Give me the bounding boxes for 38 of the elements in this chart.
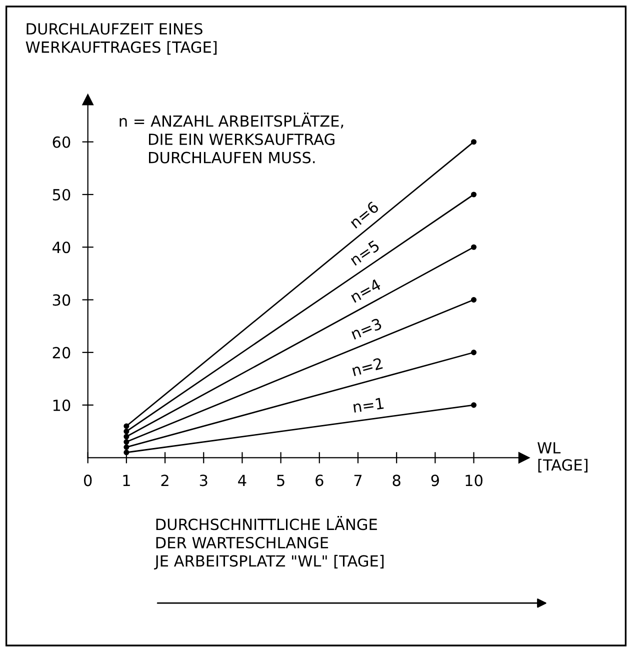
text: n=4 <box>350 278 382 303</box>
point <box>470 402 477 408</box>
point <box>124 423 130 429</box>
x-tick-label: 6 <box>316 474 324 486</box>
y-tick-label: 10 <box>53 400 70 412</box>
x-tick-label: 1 <box>123 474 130 486</box>
text: n=2 <box>352 357 383 376</box>
y-tick-label: 20 <box>52 346 70 358</box>
x-tick-label: 8 <box>392 474 400 486</box>
y-tick-label: 60 <box>52 136 70 148</box>
text: n=1 <box>353 398 384 413</box>
point <box>470 244 477 250</box>
y-tick-label: 50 <box>52 188 70 201</box>
text: n=5 <box>349 240 380 266</box>
point <box>124 444 130 450</box>
point <box>470 192 477 198</box>
annotation: n = ANZAHL ARBEITSPLÄTZE, DIE EIN WERKSAUFTRAG DURCHLAUFEN MUSS. <box>120 112 344 164</box>
x-tick-label: 10 <box>466 474 482 486</box>
y-tick-label: 30 <box>52 294 70 306</box>
point <box>124 428 130 434</box>
x-tick-label: 9 <box>431 474 439 486</box>
point <box>470 297 477 303</box>
y-axis-title: DURCHLAUFZEIT EINES WERKAUFTRAGES [TAGE] <box>26 23 217 55</box>
x-tick-label: 0 <box>84 474 92 486</box>
x-tick-label: 7 <box>354 474 362 486</box>
y-tick-label: 40 <box>52 242 70 254</box>
x-tick-label: 3 <box>200 474 208 486</box>
text: n=3 <box>350 318 382 340</box>
x-tick-label: 5 <box>277 474 284 486</box>
point <box>124 439 130 445</box>
point <box>124 434 130 440</box>
point <box>470 350 477 356</box>
point <box>470 139 477 145</box>
x-tick-label: 2 <box>161 474 168 486</box>
x-axis-title: WL [TAGE] <box>538 442 588 472</box>
text: DURCHSCHNITTLICHE LÄNGE DER WARTESCHLANGE JE ARBEITSPLATZ "WL" [TAGE] <box>154 516 384 570</box>
x-tick-label: 4 <box>238 474 246 486</box>
point <box>124 450 130 456</box>
